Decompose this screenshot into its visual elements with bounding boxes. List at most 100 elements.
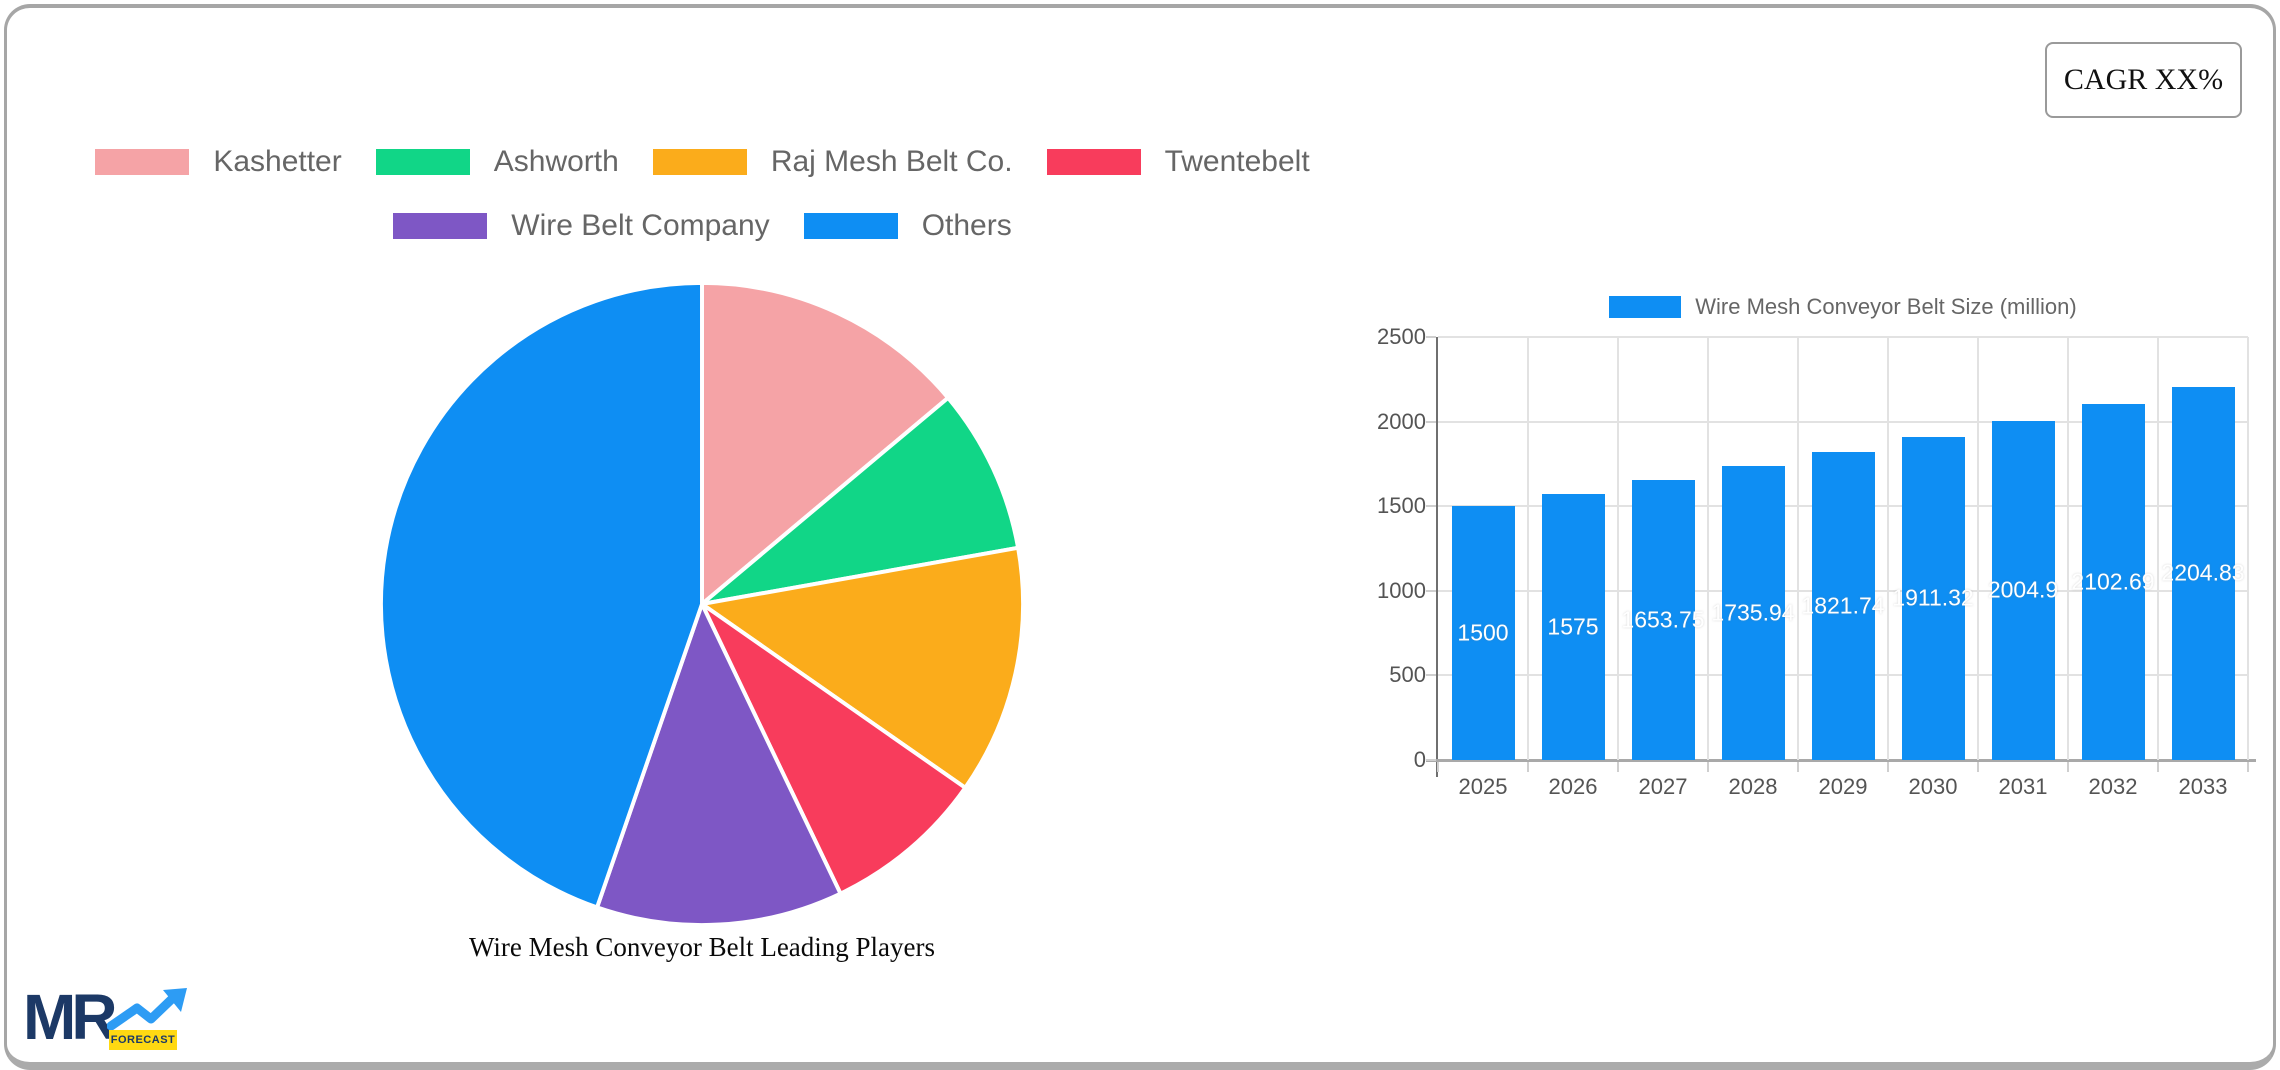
pie-slice-wire-belt-company — [595, 602, 843, 928]
pie-slice-twentebelt — [700, 602, 968, 896]
x-tick-2 — [1617, 762, 1619, 772]
x-tick-4 — [1797, 762, 1799, 772]
bar-value-label-2028: 1735.94 — [1711, 599, 1795, 626]
gridline-v-7 — [2067, 337, 2069, 760]
gridline-h-2500 — [1438, 336, 2248, 338]
bar-2030 — [1901, 436, 1965, 760]
bar-2028 — [1721, 466, 1785, 760]
legend-label-raj-mesh-belt-co: Raj Mesh Belt Co. — [770, 145, 1013, 178]
bar-2032 — [2081, 404, 2145, 760]
legend-item-ashworth[interactable]: Ashworth — [375, 145, 619, 179]
x-tick-8 — [2157, 762, 2159, 772]
y-tick-label-0: 0 — [1413, 747, 1426, 772]
bar-legend[interactable]: Wire Mesh Conveyor Belt Size (million) — [1438, 294, 2248, 320]
gridline-v-6 — [1977, 337, 1979, 760]
x-axis-label-2026: 2026 — [1548, 774, 1598, 799]
bar-value-label-2032: 2102.69 — [2071, 568, 2155, 595]
x-tick-7 — [2067, 762, 2069, 772]
y-tick-label-500: 500 — [1389, 662, 1426, 688]
x-axis-label-2033: 2033 — [2178, 774, 2228, 799]
bar-2029 — [1811, 451, 1875, 760]
gridline-v-9 — [2247, 337, 2249, 760]
legend-item-raj-mesh-belt-co[interactable]: Raj Mesh Belt Co. — [652, 145, 1013, 179]
pie-chart — [375, 277, 1029, 931]
bar-legend-label: Wire Mesh Conveyor Belt Size (million) — [1695, 294, 2077, 319]
x-axis-label-2031: 2031 — [1998, 774, 2048, 799]
bar-2031 — [1991, 420, 2055, 760]
legend-swatch-kashetter — [95, 149, 190, 175]
y-tick-2000 — [1426, 420, 1436, 423]
x-axis-label-2025: 2025 — [1458, 774, 1508, 799]
bar-2027 — [1631, 480, 1695, 760]
x-tick-5 — [1887, 762, 1889, 772]
legend-swatch-raj-mesh-belt-co — [652, 149, 747, 175]
y-tick-1500 — [1426, 505, 1436, 508]
pie-slice-kashetter — [700, 280, 951, 606]
cagr-label: CAGR XX% — [2063, 63, 2224, 96]
bar-value-label-2025: 1500 — [1457, 619, 1509, 646]
x-axis-label-2032: 2032 — [2088, 774, 2138, 799]
legend-item-twentebelt[interactable]: Twentebelt — [1046, 145, 1310, 179]
x-tick-1 — [1527, 762, 1529, 772]
y-tick-0 — [1426, 759, 1436, 761]
gridline-h-2000 — [1438, 420, 2248, 423]
legend-item-others[interactable]: Others — [803, 209, 1012, 243]
y-tick-500 — [1426, 674, 1436, 677]
logo-forecast-text: FORECAST — [109, 1030, 177, 1050]
bar-value-label-2033: 2204.83 — [2161, 559, 2245, 586]
trend-arrow-icon — [107, 988, 187, 1031]
legend-label-ashworth: Ashworth — [493, 145, 619, 178]
bar-value-label-2031: 2004.9 — [1987, 576, 2059, 603]
y-tick-2500 — [1426, 336, 1436, 338]
pie-slice-others — [378, 280, 704, 910]
legend-swatch-wire-belt-company — [393, 213, 488, 239]
x-axis-label-2029: 2029 — [1818, 774, 1868, 799]
bar-2033 — [2171, 386, 2235, 760]
pie-slice-ashworth — [700, 395, 1021, 606]
bar-legend-swatch — [1609, 296, 1682, 318]
gridline-v-5 — [1887, 337, 1889, 760]
legend-swatch-ashworth — [375, 149, 470, 175]
bar-value-label-2029: 1821.74 — [1801, 592, 1885, 619]
x-tick-6 — [1977, 762, 1979, 772]
bar-value-label-2026: 1575 — [1547, 613, 1599, 640]
legend-item-kashetter[interactable]: Kashetter — [95, 145, 342, 179]
bar-2025 — [1451, 506, 1515, 760]
pie-slice-raj-mesh-belt-co — [700, 545, 1026, 790]
report-card-frame — [4, 4, 2276, 1070]
gridline-v-2 — [1617, 337, 1619, 760]
bar-chart: 0 500 1000 1500 2000 2500 1500 2025 1575 2026 1653… — [1377, 324, 2256, 799]
pie-chart-title: Wire Mesh Conveyor Belt Leading Players — [468, 932, 936, 962]
legend-label-kashetter: Kashetter — [213, 145, 342, 178]
gridline-v-8 — [2157, 337, 2159, 760]
legend-label-twentebelt: Twentebelt — [1164, 145, 1310, 178]
x-tick-9 — [2247, 762, 2249, 772]
legend-swatch-twentebelt — [1046, 149, 1141, 175]
y-tick-label-2500: 2500 — [1377, 324, 1426, 349]
y-tick-1000 — [1426, 589, 1436, 592]
x-axis-label-2027: 2027 — [1638, 774, 1688, 799]
y-axis-line — [1436, 337, 1438, 777]
x-tick-0 — [1437, 762, 1439, 772]
legend-item-wire-belt-company[interactable]: Wire Belt Company — [393, 209, 770, 243]
bar-value-label-2030: 1911.32 — [1892, 584, 1974, 611]
x-axis-label-2030: 2030 — [1908, 774, 1958, 799]
legend-label-others: Others — [921, 209, 1012, 242]
y-tick-label-2000: 2000 — [1377, 408, 1426, 434]
gridline-v-3 — [1707, 337, 1709, 760]
bar-2026 — [1541, 493, 1605, 760]
cagr-badge: CAGR XX% — [2045, 42, 2242, 118]
gridline-v-1 — [1527, 337, 1529, 760]
legend-swatch-others — [803, 213, 898, 239]
x-axis-line — [1426, 759, 2256, 762]
bar-value-label-2027: 1653.75 — [1621, 606, 1705, 633]
mr-forecast-logo: MR FORECAST — [23, 981, 193, 1053]
pie-svg — [378, 280, 1026, 928]
y-tick-label-1000: 1000 — [1377, 577, 1426, 603]
y-tick-label-1500: 1500 — [1377, 493, 1426, 519]
pie-legend-row: Wire Belt Company Others — [60, 209, 1345, 243]
legend-label-wire-belt-company: Wire Belt Company — [511, 209, 770, 242]
x-tick-3 — [1707, 762, 1709, 772]
pie-legend-row: Kashetter Ashworth Raj Mesh Belt Co. Twente… — [60, 145, 1345, 179]
